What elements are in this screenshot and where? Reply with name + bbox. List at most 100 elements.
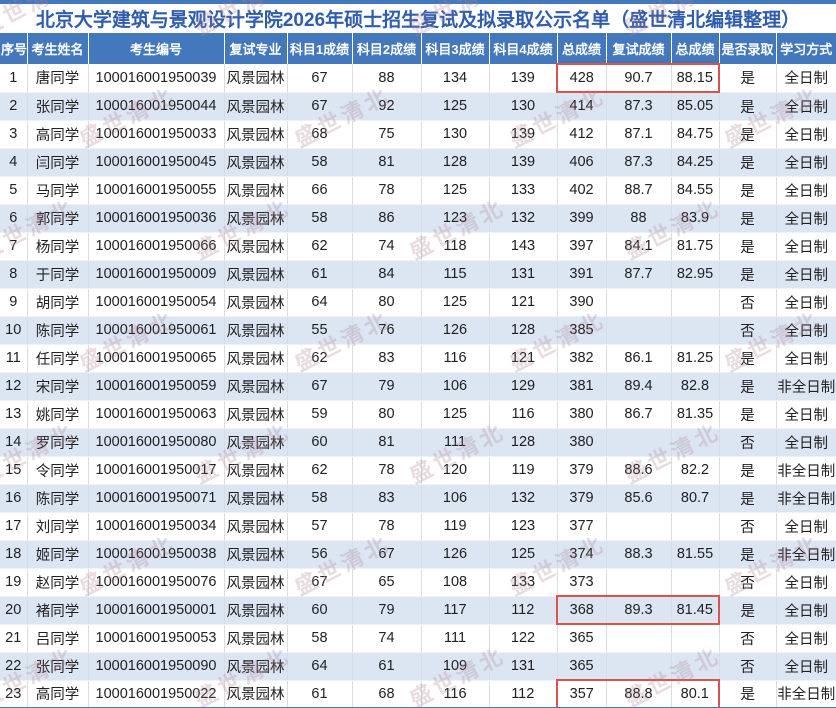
table-cell: 67: [287, 372, 353, 401]
table-cell: 84.1: [606, 232, 672, 261]
table-cell: 60: [287, 428, 353, 457]
table-cell: 唐同学: [27, 64, 89, 93]
table-cell: 128: [489, 316, 558, 345]
column-header: 总成绩: [671, 33, 720, 64]
table-cell: 100016001950053: [88, 624, 225, 653]
column-header: 复试成绩: [606, 33, 672, 64]
table-cell: 116: [421, 680, 490, 708]
table-cell: 是: [719, 540, 777, 569]
table-cell: 全日制: [776, 316, 836, 345]
table-cell: 风景园林: [224, 568, 288, 597]
table-cell: 全日制: [776, 176, 836, 205]
table-cell: 62: [287, 232, 353, 261]
table-cell: 是: [719, 680, 777, 708]
table-row: 10 陈同学 100016001950061 风景园林 55 76 126 128 385 否全日…: [0, 316, 836, 345]
table-cell: 是: [719, 64, 777, 93]
table-cell: 否: [719, 428, 777, 457]
column-header: 科目4成绩: [489, 33, 558, 64]
table-cell: 12: [0, 372, 28, 401]
table-cell: 6: [0, 204, 28, 233]
table-cell: 116: [489, 400, 558, 429]
table-cell: 78: [352, 456, 422, 485]
table-cell: 381: [557, 372, 607, 401]
table-cell: [606, 512, 672, 541]
table-cell: 风景园林: [224, 288, 288, 317]
table-cell: 否: [719, 624, 777, 653]
table-cell: 397: [557, 232, 607, 261]
table-cell: 88.15: [671, 63, 720, 93]
table-cell: 是: [719, 456, 777, 485]
table-cell: 65: [352, 568, 422, 597]
table-cell: 10: [0, 316, 28, 345]
table-cell: 100016001950022: [88, 680, 225, 708]
table-row: 8 于同学 100016001950009 风景园林 61 84 115 131 391 87.7…: [0, 260, 836, 289]
table-cell: 64: [287, 288, 353, 317]
table-cell: 否: [719, 512, 777, 541]
table-cell: 23: [0, 680, 28, 708]
table-cell: 风景园林: [224, 64, 288, 93]
table-cell: 74: [352, 624, 422, 653]
table-cell: 全日制: [776, 120, 836, 149]
table-row: 14 罗同学 100016001950080 风景园林 60 81 111 128 380 否全日…: [0, 428, 836, 457]
column-header: 科目1成绩: [287, 33, 353, 64]
table-cell: 57: [287, 512, 353, 541]
table-cell: 125: [421, 288, 490, 317]
table-cell: 9: [0, 288, 28, 317]
table-cell: 100016001950054: [88, 288, 225, 317]
table-cell: 81.35: [671, 400, 720, 429]
table-cell: 赵同学: [27, 568, 89, 597]
table-cell: 100016001950033: [88, 120, 225, 149]
table-cell: 全日制: [776, 596, 836, 625]
table-cell: 111: [421, 428, 490, 457]
table-cell: 是: [719, 92, 777, 121]
table-row: 7 杨同学 100016001950066 风景园林 62 74 118 143 397 84.1…: [0, 232, 836, 261]
table-cell: 是: [719, 120, 777, 149]
table-cell: 67: [287, 568, 353, 597]
table-cell: 是: [719, 484, 777, 513]
table-cell: 64: [287, 652, 353, 681]
table-cell: 令同学: [27, 456, 89, 485]
table-cell: 116: [421, 344, 490, 373]
table-cell: 128: [421, 148, 490, 177]
table-cell: 125: [489, 540, 558, 569]
table-cell: 81: [352, 148, 422, 177]
table-cell: 高同学: [27, 120, 89, 149]
table-cell: 风景园林: [224, 260, 288, 289]
table-cell: [606, 568, 672, 597]
table-cell: 56: [287, 540, 353, 569]
table-cell: 16: [0, 484, 28, 513]
table-cell: 风景园林: [224, 680, 288, 708]
column-header: 学习方式: [776, 33, 836, 64]
table-cell: 100016001950059: [88, 372, 225, 401]
table-cell: 全日制: [776, 64, 836, 93]
table-cell: [671, 624, 720, 653]
table-row: 18 姬同学 100016001950038 风景园林 56 67 126 125 374 88.…: [0, 540, 836, 569]
table-cell: [671, 652, 720, 681]
table-row: 17 刘同学 100016001950034 风景园林 57 78 119 123 377 否全日…: [0, 512, 836, 541]
table-cell: 100016001950061: [88, 316, 225, 345]
table-cell: 58: [287, 148, 353, 177]
table-cell: 是: [719, 232, 777, 261]
table-cell: 全日制: [776, 568, 836, 597]
table-cell: 84: [352, 260, 422, 289]
table-cell: 78: [352, 512, 422, 541]
table-cell: 83.9: [671, 204, 720, 233]
column-header: 序号: [0, 33, 28, 64]
table-cell: 391: [557, 260, 607, 289]
table-cell: 4: [0, 148, 28, 177]
table-cell: 374: [557, 540, 607, 569]
table-cell: 84.75: [671, 120, 720, 149]
table-cell: 是: [719, 148, 777, 177]
column-header: 是否录取: [719, 33, 777, 64]
table-cell: 风景园林: [224, 92, 288, 121]
table-cell: 78: [352, 176, 422, 205]
table-row: 9 胡同学 100016001950054 风景园林 64 80 125 121 390 否全日制: [0, 288, 836, 317]
table-cell: 88: [606, 204, 672, 233]
table-cell: 120: [421, 456, 490, 485]
table-cell: 85.05: [671, 92, 720, 121]
table-cell: 83: [352, 344, 422, 373]
table-cell: 100016001950036: [88, 204, 225, 233]
table-cell: 87.7: [606, 260, 672, 289]
table-cell: 14: [0, 428, 28, 457]
